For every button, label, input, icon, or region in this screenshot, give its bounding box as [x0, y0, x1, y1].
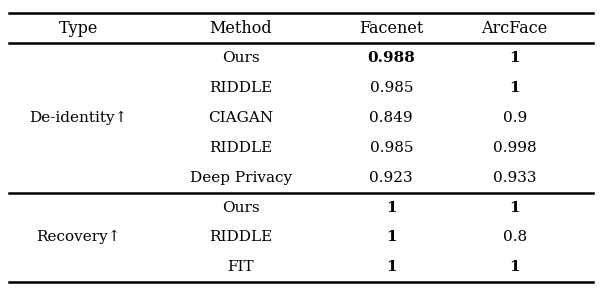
Text: ArcFace: ArcFace	[482, 20, 548, 37]
Text: Ours: Ours	[222, 51, 259, 65]
Text: 1: 1	[509, 201, 520, 215]
Text: 0.849: 0.849	[370, 111, 413, 125]
Text: Facenet: Facenet	[359, 20, 423, 37]
Text: Deep Privacy: Deep Privacy	[190, 171, 292, 185]
Text: 1: 1	[386, 201, 397, 215]
Text: RIDDLE: RIDDLE	[209, 141, 273, 155]
Text: 1: 1	[386, 230, 397, 244]
Text: CIAGAN: CIAGAN	[208, 111, 273, 125]
Text: 1: 1	[386, 260, 397, 274]
Text: 0.8: 0.8	[503, 230, 527, 244]
Text: 1: 1	[509, 260, 520, 274]
Text: Ours: Ours	[222, 201, 259, 215]
Text: 0.988: 0.988	[367, 51, 415, 65]
Text: 0.9: 0.9	[503, 111, 527, 125]
Text: De-identity↑: De-identity↑	[29, 111, 128, 125]
Text: Method: Method	[209, 20, 272, 37]
Text: 0.998: 0.998	[493, 141, 536, 155]
Text: FIT: FIT	[228, 260, 254, 274]
Text: 0.985: 0.985	[370, 81, 413, 95]
Text: RIDDLE: RIDDLE	[209, 230, 273, 244]
Text: RIDDLE: RIDDLE	[209, 81, 273, 95]
Text: 1: 1	[509, 81, 520, 95]
Text: 1: 1	[509, 51, 520, 65]
Text: Recovery↑: Recovery↑	[36, 230, 120, 245]
Text: 0.923: 0.923	[370, 171, 413, 185]
Text: Type: Type	[58, 20, 98, 37]
Text: 0.985: 0.985	[370, 141, 413, 155]
Text: 0.933: 0.933	[493, 171, 536, 185]
